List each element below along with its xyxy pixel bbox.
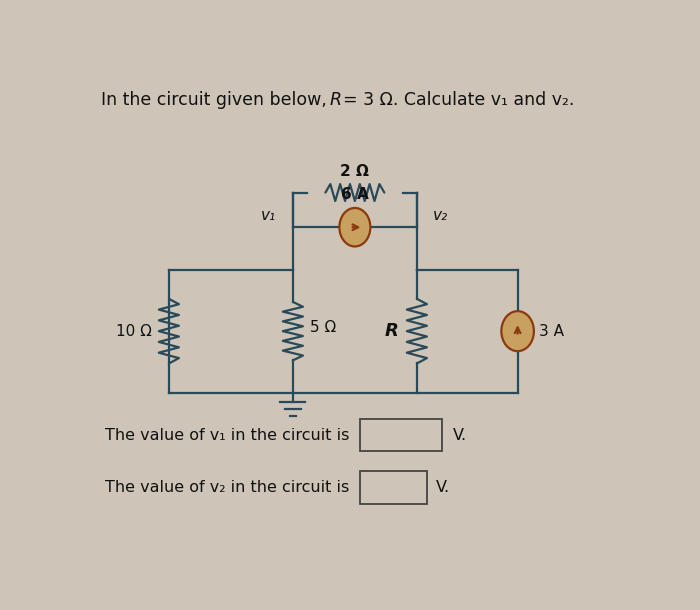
Text: The value of v₁ in the circuit is: The value of v₁ in the circuit is xyxy=(104,428,349,443)
Ellipse shape xyxy=(501,311,534,351)
Text: v₂: v₂ xyxy=(433,208,448,223)
Text: v₁: v₁ xyxy=(260,208,276,223)
Text: V.: V. xyxy=(436,480,450,495)
Text: 2 Ω: 2 Ω xyxy=(340,165,370,179)
Text: V.: V. xyxy=(454,428,468,443)
Text: 6 A: 6 A xyxy=(341,187,369,202)
Text: The value of v₂ in the circuit is: The value of v₂ in the circuit is xyxy=(104,480,349,495)
Text: = 3 Ω. Calculate v₁ and v₂.: = 3 Ω. Calculate v₁ and v₂. xyxy=(343,91,575,109)
FancyBboxPatch shape xyxy=(360,419,442,451)
FancyBboxPatch shape xyxy=(360,472,427,504)
Text: 5 Ω: 5 Ω xyxy=(310,320,336,335)
Text: R: R xyxy=(329,91,342,109)
Ellipse shape xyxy=(340,208,370,246)
Text: 10 Ω: 10 Ω xyxy=(116,324,152,339)
Text: In the circuit given below,: In the circuit given below, xyxy=(102,91,332,109)
Text: 3 A: 3 A xyxy=(539,324,564,339)
Text: R: R xyxy=(384,322,398,340)
